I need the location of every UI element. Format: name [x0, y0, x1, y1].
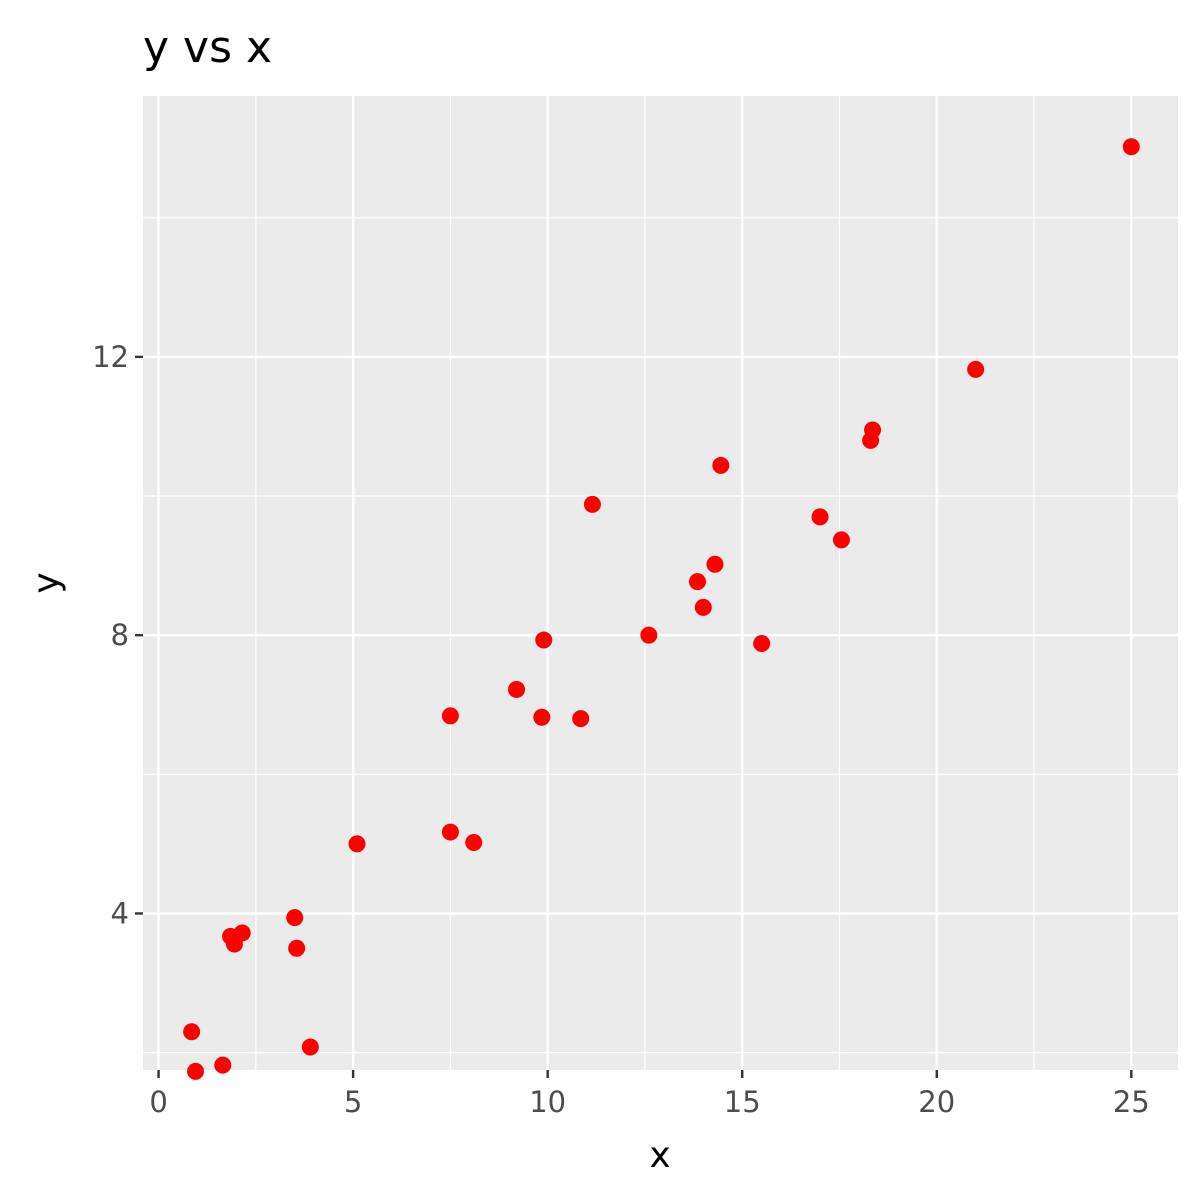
- data-point-18: [640, 626, 658, 644]
- data-point-7: [288, 939, 306, 957]
- x-tick-label-1: 5: [344, 1085, 362, 1119]
- x-tick-label-0: 0: [149, 1085, 167, 1119]
- data-point-2: [214, 1056, 232, 1074]
- data-point-6: [286, 909, 304, 927]
- x-axis-label: x: [649, 1135, 670, 1176]
- x-tick-label-2: 10: [529, 1085, 566, 1119]
- data-point-10: [441, 707, 459, 725]
- data-point-28: [967, 360, 985, 378]
- y-tick-label-0: 4: [111, 896, 129, 930]
- data-point-23: [753, 635, 771, 653]
- data-point-20: [694, 598, 712, 616]
- data-point-8: [301, 1038, 319, 1056]
- data-point-0: [183, 1023, 201, 1041]
- data-point-21: [706, 555, 724, 573]
- data-point-22: [712, 456, 730, 474]
- plot-panel: [143, 96, 1178, 1070]
- data-point-27: [864, 421, 882, 439]
- data-point-5: [233, 924, 251, 942]
- x-axis: 0 5 10 15 20 25: [149, 1070, 1150, 1119]
- major-gridlines: [143, 96, 1178, 1070]
- y-tick-label-2: 12: [92, 340, 129, 374]
- x-tick-label-4: 20: [918, 1085, 955, 1119]
- data-point-19: [688, 573, 706, 591]
- chart-title: y vs x: [143, 22, 272, 73]
- data-point-9: [348, 835, 366, 853]
- data-point-13: [508, 680, 526, 698]
- data-points: [183, 138, 1140, 1080]
- data-point-12: [465, 834, 483, 852]
- data-point-1: [187, 1062, 205, 1080]
- data-point-24: [811, 508, 829, 526]
- data-point-14: [533, 708, 551, 726]
- data-point-25: [832, 531, 850, 549]
- data-point-16: [572, 710, 590, 728]
- y-axis: 4 8 12: [92, 340, 143, 930]
- x-tick-label-5: 25: [1113, 1085, 1150, 1119]
- y-tick-label-1: 8: [111, 618, 129, 652]
- x-tick-label-3: 15: [724, 1085, 761, 1119]
- data-point-17: [583, 495, 601, 513]
- y-axis-label: y: [26, 572, 67, 593]
- data-point-15: [535, 631, 553, 649]
- data-point-29: [1122, 138, 1140, 156]
- data-point-11: [441, 823, 459, 841]
